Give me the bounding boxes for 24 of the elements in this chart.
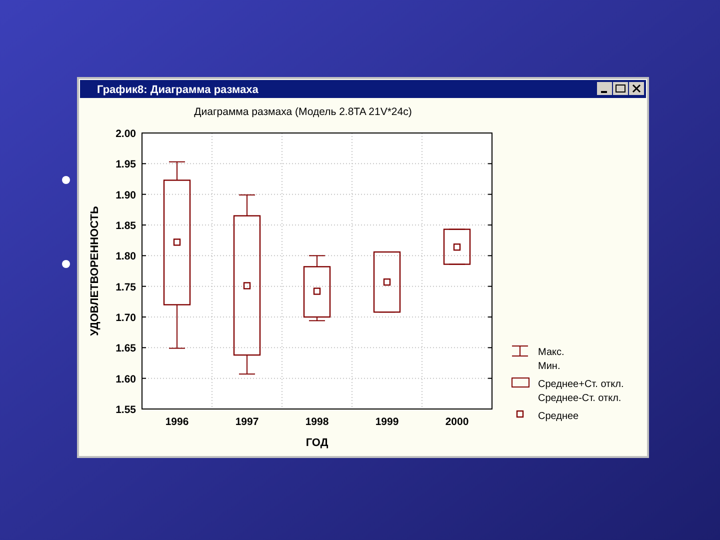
y-tick-label: 2.00 [116, 128, 136, 140]
x-axis-title: ГОД [306, 437, 328, 449]
y-tick-label: 1.85 [116, 220, 136, 232]
y-tick-label: 1.75 [116, 281, 136, 294]
text: График8: Диаграмма размаха [97, 84, 260, 96]
y-axis-title: УДОВЛЕТВОРЕННОСТЬ [89, 206, 101, 336]
text: Среднее+Ст. откл. [538, 379, 624, 390]
y-tick-label: 1.95 [116, 158, 136, 171]
x-tick-label: 1999 [375, 416, 399, 428]
text: Макс. [538, 347, 564, 358]
text: Среднее [538, 411, 580, 422]
y-tick-label: 1.90 [116, 189, 136, 202]
text: Мин. [538, 361, 560, 372]
x-tick-label: 1996 [165, 416, 189, 428]
x-tick-label: 1997 [235, 416, 259, 428]
y-tick-label: 1.80 [116, 250, 136, 263]
y-tick-label: 1.65 [116, 342, 136, 355]
x-tick-label: 2000 [445, 416, 469, 428]
y-tick-label: 1.55 [116, 404, 136, 416]
chart-title: Диаграмма размаха (Модель 2.8TA 21V*24c) [194, 106, 412, 118]
x-tick-label: 1998 [305, 416, 329, 428]
y-tick-label: 1.60 [116, 373, 136, 386]
y-tick-label: 1.70 [116, 312, 136, 324]
text: Среднее-Ст. откл. [538, 393, 622, 404]
